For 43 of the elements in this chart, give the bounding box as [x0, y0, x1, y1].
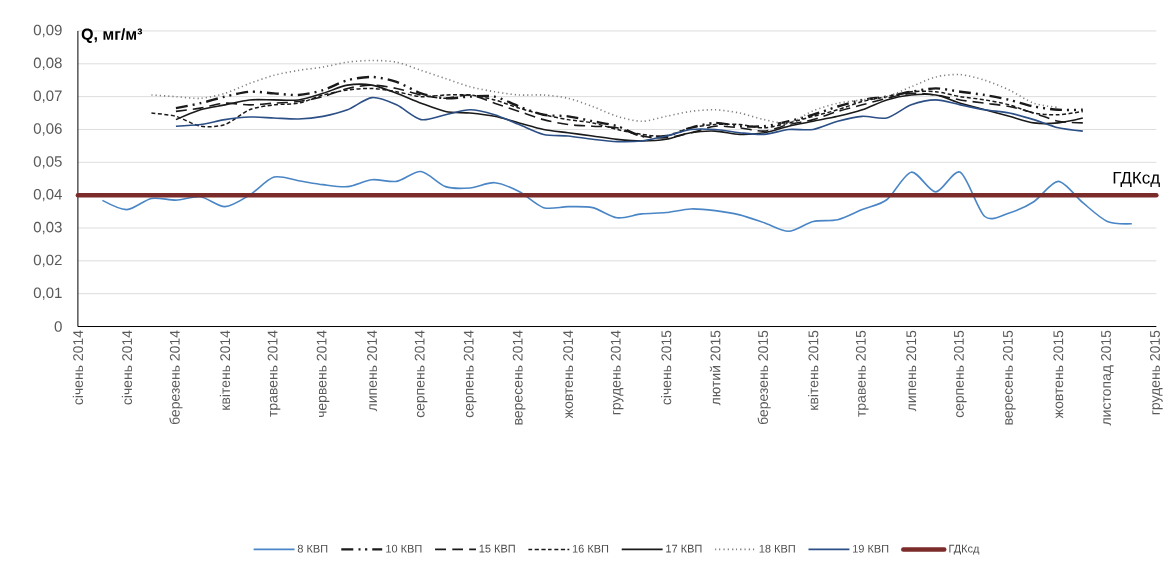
x-tick-label: вересень 2015 — [1002, 330, 1016, 425]
legend-label: 18 КВП — [759, 544, 795, 553]
x-tick-label: грудень 2014 — [610, 330, 624, 415]
x-tick-label: жовтень 2014 — [563, 330, 574, 419]
y-tick-label: 0,03 — [33, 221, 62, 235]
x-tick-label: січень 2015 — [661, 330, 672, 405]
legend-label: 10 КВП — [386, 544, 422, 553]
x-tick-label: січень 2014 — [72, 330, 84, 405]
x-tick-label: грудень 2015 — [1150, 330, 1163, 415]
legend-label: 19 КВП — [853, 544, 889, 553]
x-tick-label: вересень 2014 — [512, 330, 526, 425]
y-tick-label: 0,08 — [33, 57, 62, 70]
text: ГДКсд — [949, 544, 980, 555]
y-tick-label: 0 — [54, 321, 62, 332]
x-tick-label: липень 2015 — [906, 330, 917, 412]
y-tick-label: 0,09 — [33, 24, 62, 38]
y-tick-label: 0,05 — [33, 156, 62, 169]
y-tick-label: 0,06 — [33, 123, 62, 136]
legend-label: 17 КВП — [666, 544, 702, 553]
x-tick-label: травень 2015 — [855, 330, 869, 417]
x-tick-label: серпень 2015 — [953, 330, 967, 418]
x-tick-label: квітень 2015 — [808, 330, 819, 410]
ref-line-label: ГДКсд — [1113, 171, 1160, 187]
x-tick-label: лютий 2015 — [709, 330, 721, 406]
x-tick-label: січень 2014 — [121, 330, 133, 405]
y-tick-label: 0,02 — [33, 254, 62, 267]
x-tick-label: квітень 2014 — [219, 330, 231, 410]
x-tick-label: березень 2015 — [757, 330, 771, 425]
x-tick-label: серпень 2014 — [463, 330, 477, 418]
legend-label: 16 КВП — [572, 544, 609, 553]
legend-label: 15 КВП — [479, 544, 515, 553]
x-tick-label: травень 2014 — [267, 330, 281, 417]
y-tick-label: 0,07 — [33, 90, 62, 103]
legend-label: 8 КВП — [297, 544, 328, 553]
y-tick-label: 0,04 — [33, 188, 62, 202]
x-tick-label: серпень 2014 — [414, 330, 428, 418]
x-tick-label: жовтень 2015 — [1053, 330, 1064, 419]
x-tick-label: березень 2014 — [169, 330, 183, 425]
y-axis-title: Q, мг/м³ — [81, 28, 143, 43]
x-tick-label: червень 2014 — [316, 330, 330, 418]
x-tick-label: липень 2014 — [367, 330, 377, 412]
y-tick-label: 0,01 — [33, 287, 62, 300]
x-tick-label: листопад 2015 — [1101, 330, 1114, 426]
